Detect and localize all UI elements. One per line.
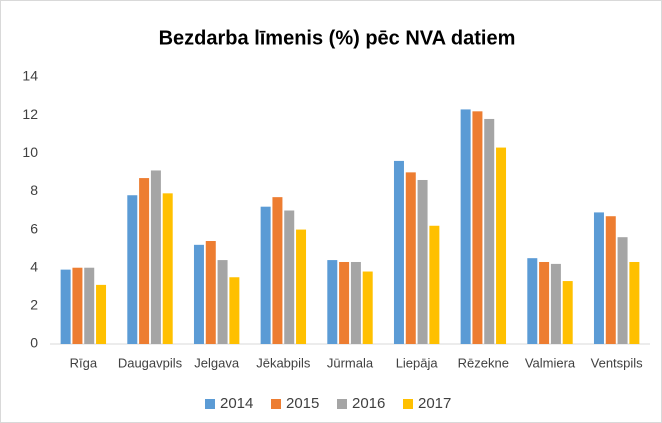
x-tick-label: Liepāja — [396, 355, 439, 370]
y-tick-label: 8 — [30, 182, 38, 198]
bar — [527, 258, 538, 344]
x-tick-label: Jēkabpils — [256, 355, 311, 370]
bar — [150, 170, 161, 344]
bar — [229, 277, 240, 344]
bar — [193, 244, 204, 344]
bar — [593, 212, 604, 344]
bar — [260, 206, 271, 344]
bar — [339, 261, 350, 344]
y-tick-label: 10 — [22, 144, 38, 160]
x-tick-label: Rīga — [70, 355, 98, 370]
x-tick-label: Jūrmala — [327, 355, 374, 370]
legend-label: 2016 — [352, 395, 385, 412]
bar — [472, 111, 483, 344]
bar — [617, 237, 628, 344]
legend-swatch — [205, 399, 215, 409]
x-tick-label: Daugavpils — [118, 355, 183, 370]
bar — [60, 269, 71, 344]
bar — [605, 216, 616, 344]
bar — [393, 160, 404, 344]
bar — [162, 193, 173, 344]
bar — [139, 178, 150, 344]
bar — [562, 281, 573, 344]
bar — [217, 260, 228, 344]
bar — [417, 179, 428, 344]
y-tick-label: 6 — [30, 220, 38, 236]
bar — [550, 263, 561, 344]
bar — [72, 267, 83, 344]
bar — [429, 225, 440, 344]
legend-swatch — [337, 399, 347, 409]
bar — [362, 271, 373, 344]
bar — [484, 118, 495, 344]
legend-label: 2017 — [418, 395, 451, 412]
legend-label: 2015 — [286, 395, 319, 412]
legend-swatch — [271, 399, 281, 409]
bar — [629, 261, 640, 344]
x-tick-label: Ventspils — [591, 355, 644, 370]
y-tick-label: 12 — [22, 106, 38, 122]
bar — [96, 284, 107, 344]
x-tick-label: Rēzekne — [458, 355, 509, 370]
bar — [460, 109, 471, 345]
bar — [539, 261, 550, 344]
legend-swatch — [403, 399, 413, 409]
bar — [496, 147, 507, 344]
bar — [350, 261, 361, 344]
bar — [84, 267, 95, 344]
bar — [405, 172, 416, 344]
legend-label: 2014 — [220, 395, 253, 412]
bar — [284, 210, 295, 344]
bar — [205, 241, 216, 344]
y-tick-label: 0 — [30, 335, 38, 351]
bar — [272, 197, 283, 344]
x-tick-label: Jelgava — [194, 355, 240, 370]
x-tick-label: Valmiera — [525, 355, 576, 370]
y-tick-label: 2 — [30, 297, 38, 313]
y-tick-label: 4 — [30, 258, 38, 274]
bar — [327, 260, 338, 344]
chart-title: Bezdarba līmenis (%) pēc NVA datiem — [159, 27, 516, 49]
bar — [296, 229, 307, 344]
y-tick-label: 14 — [22, 68, 38, 84]
bar — [127, 195, 138, 344]
